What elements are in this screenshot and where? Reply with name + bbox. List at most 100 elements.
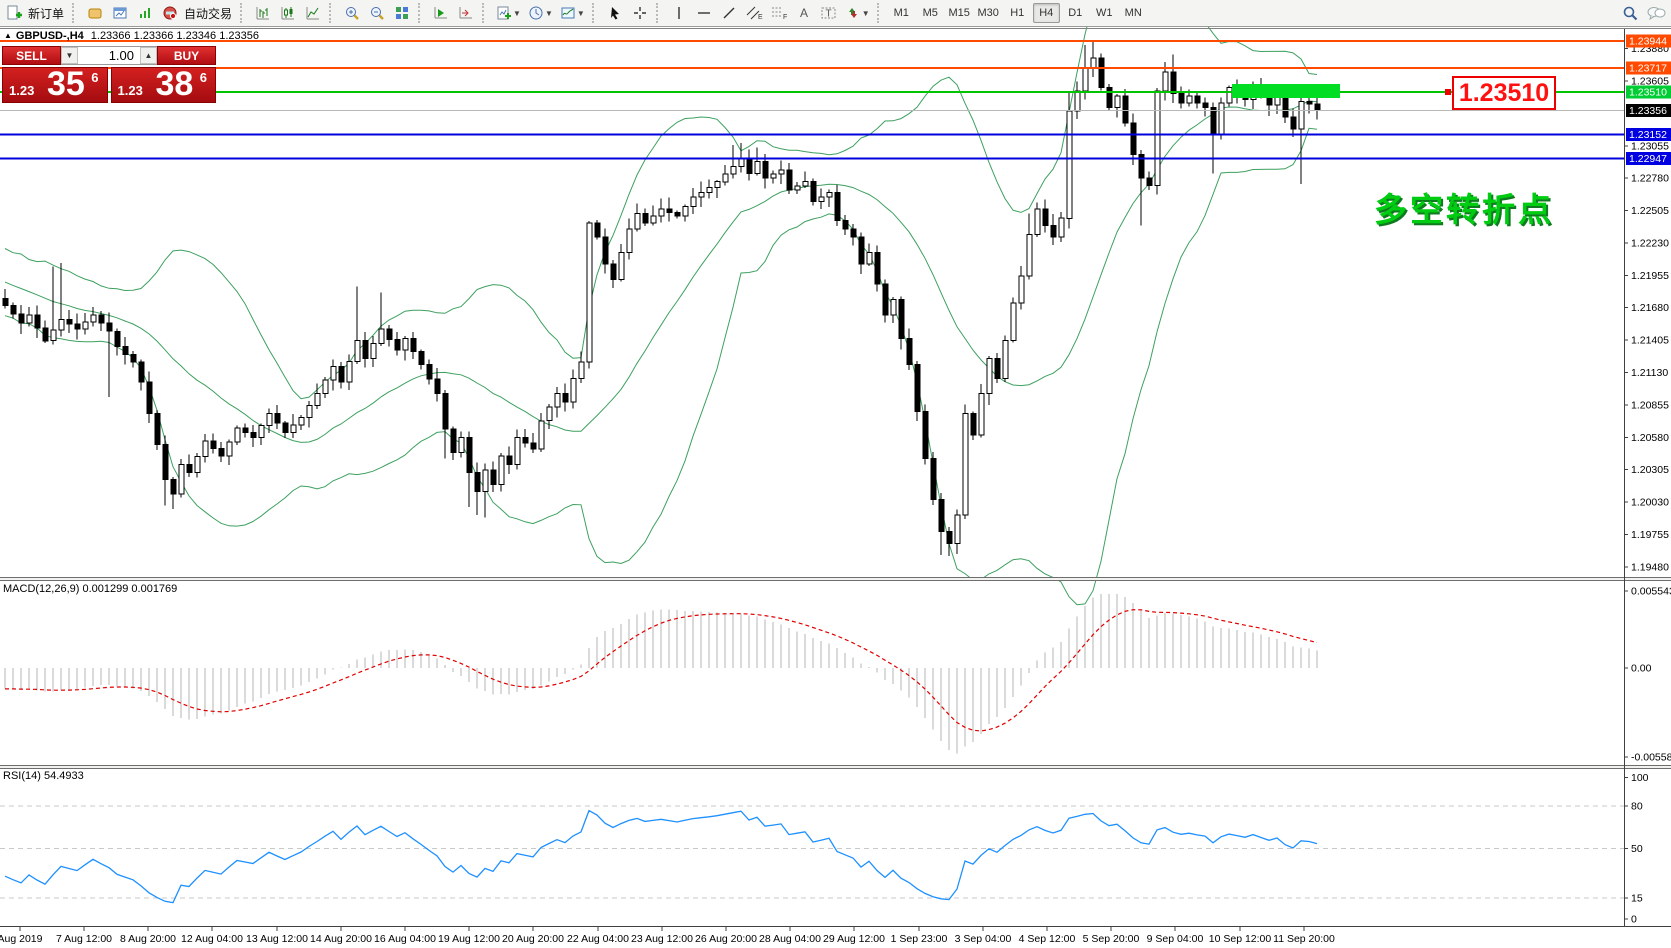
- arrows-icon: [848, 8, 857, 18]
- svg-text:1.20855: 1.20855: [1631, 399, 1669, 411]
- svg-text:8 Aug 20:00: 8 Aug 20:00: [120, 933, 176, 945]
- search-button[interactable]: [1618, 2, 1642, 24]
- horizontal-line-button[interactable]: [692, 2, 716, 24]
- toolbar-grip[interactable]: [240, 3, 247, 23]
- buy-price-panel[interactable]: 1.23 38 6: [110, 65, 216, 103]
- autotrade-label[interactable]: 自动交易: [184, 6, 233, 21]
- text-button[interactable]: A: [792, 2, 816, 24]
- dropdown-caret: ▼: [576, 8, 585, 18]
- crosshair-icon: [633, 7, 646, 19]
- toolbar-grip[interactable]: [482, 3, 489, 23]
- chart-shift-icon: [459, 7, 473, 19]
- timeframe-group: M1 M5 M15 M30 H1 H4 D1 W1 MN: [888, 3, 1147, 23]
- symbol-period: GBPUSD-,H4: [15, 30, 84, 42]
- sell-price-prefix: 1.23: [9, 83, 35, 98]
- dropdown-caret: ▼: [861, 8, 870, 18]
- toolbar-grip[interactable]: [591, 3, 599, 23]
- templates-button[interactable]: ▼: [557, 2, 588, 24]
- macd-panel: [4, 594, 1318, 754]
- toolbar-grip[interactable]: [418, 3, 425, 23]
- text-label-icon: T: [821, 7, 836, 20]
- zoom-out-button[interactable]: [365, 2, 389, 24]
- tile-windows-icon: [396, 7, 409, 19]
- timeframe-mn[interactable]: MN: [1124, 7, 1142, 19]
- arrows-button[interactable]: ▼: [842, 2, 873, 24]
- tile-windows-button[interactable]: [390, 2, 414, 24]
- svg-text:-0.005583: -0.005583: [1631, 752, 1671, 764]
- sell-button[interactable]: SELL: [2, 46, 61, 65]
- cursor-button[interactable]: [603, 2, 627, 24]
- timeframe-d1[interactable]: D1: [1068, 7, 1083, 19]
- periods-button[interactable]: ▼: [525, 2, 556, 24]
- collapse-icon[interactable]: ▲: [4, 31, 12, 40]
- autotrade-button[interactable]: [158, 2, 182, 24]
- vertical-line-button[interactable]: [667, 2, 691, 24]
- text-label-button[interactable]: T: [817, 2, 841, 24]
- svg-text:22 Aug 04:00: 22 Aug 04:00: [567, 933, 629, 945]
- bb-lower: [4, 127, 1318, 606]
- svg-text:50: 50: [1631, 843, 1643, 855]
- turning-point-annotation[interactable]: 多空转折点: [1374, 191, 1554, 228]
- toolbar-grip[interactable]: [72, 3, 79, 23]
- svg-text:1.22947: 1.22947: [1629, 153, 1667, 165]
- svg-text:1.23356: 1.23356: [1629, 105, 1667, 117]
- svg-text:15: 15: [1631, 892, 1643, 904]
- vertical-line-icon: [678, 7, 680, 19]
- line-chart-button[interactable]: [301, 2, 325, 24]
- volume-decrease-button[interactable]: ▼: [61, 47, 78, 64]
- new-order-button[interactable]: [2, 2, 26, 24]
- timeframe-m5[interactable]: M5: [922, 7, 938, 19]
- trendline-icon: [723, 7, 735, 19]
- toolbar-grip[interactable]: [655, 3, 663, 23]
- svg-text:29 Aug 12:00: 29 Aug 12:00: [823, 933, 885, 945]
- price-annotation-box[interactable]: 1.23510: [1452, 76, 1556, 110]
- volume-input[interactable]: 1.00: [108, 48, 134, 63]
- buy-price-big: 38: [155, 65, 194, 103]
- svg-text:26 Aug 20:00: 26 Aug 20:00: [695, 933, 757, 945]
- timeframe-w1[interactable]: W1: [1095, 7, 1113, 19]
- auto-scroll-button[interactable]: [429, 2, 453, 24]
- signals-button[interactable]: [133, 2, 157, 24]
- new-chart-button[interactable]: [108, 2, 132, 24]
- new-order-label[interactable]: 新订单: [28, 6, 65, 21]
- volume-increase-button[interactable]: ▲: [140, 47, 157, 64]
- svg-text:A: A: [800, 6, 808, 20]
- bar-chart-button[interactable]: [251, 2, 275, 24]
- templates-icon: [561, 7, 575, 19]
- candlestick-button[interactable]: [276, 2, 300, 24]
- cursor-arrow-icon: [610, 7, 619, 20]
- signal-icon: [140, 8, 151, 18]
- market-watch-button[interactable]: [83, 2, 107, 24]
- svg-text:9 Sep 04:00: 9 Sep 04:00: [1147, 933, 1204, 945]
- timeframe-h1[interactable]: H1: [1010, 7, 1025, 19]
- volume-control: ▼ 1.00 ▲: [61, 46, 157, 65]
- trendline-button[interactable]: [717, 2, 741, 24]
- bb-middle: [4, 100, 1318, 443]
- svg-text:E: E: [758, 14, 763, 21]
- svg-text:1.21130: 1.21130: [1631, 367, 1668, 379]
- chart-window-icon: [113, 7, 127, 19]
- crosshair-button[interactable]: [628, 2, 652, 24]
- chart-shift-button[interactable]: [454, 2, 478, 24]
- timeframe-m15[interactable]: M15: [948, 7, 970, 19]
- svg-text:1.22505: 1.22505: [1631, 205, 1669, 217]
- timeframe-m30[interactable]: M30: [977, 7, 999, 19]
- svg-text:0: 0: [1631, 914, 1637, 926]
- toolbar-grip[interactable]: [329, 3, 336, 23]
- svg-text:5 Sep 20:00: 5 Sep 20:00: [1083, 933, 1140, 945]
- buy-button[interactable]: BUY: [157, 46, 216, 65]
- sell-price-panel[interactable]: 1.23 35 6: [2, 65, 108, 103]
- one-click-trading-panel: SELL ▼ 1.00 ▲ BUY 1.23 35 6 1.23 38 6: [2, 46, 216, 103]
- indicators-button[interactable]: ▼: [493, 2, 524, 24]
- zoom-in-button[interactable]: [340, 2, 364, 24]
- toolbar-grip[interactable]: [876, 3, 884, 23]
- yellow-book-icon: [88, 8, 102, 19]
- svg-text:1.21680: 1.21680: [1631, 302, 1669, 314]
- chat-button[interactable]: [1643, 2, 1669, 24]
- toolbar: 新订单 自动交易: [0, 0, 1671, 27]
- timeframe-m1[interactable]: M1: [893, 7, 909, 19]
- fibonacci-button[interactable]: F: [767, 2, 791, 24]
- timeframe-h4[interactable]: H4: [1032, 3, 1060, 23]
- channel-button[interactable]: E: [742, 2, 766, 24]
